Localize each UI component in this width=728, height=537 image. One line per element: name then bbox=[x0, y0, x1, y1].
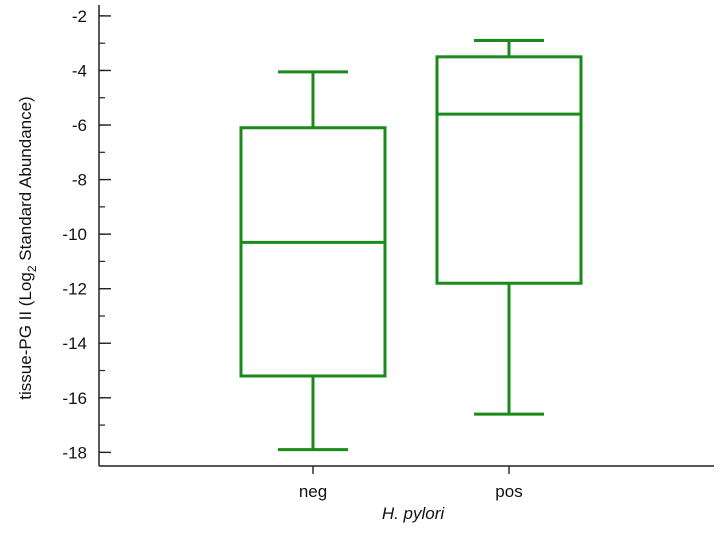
y-axis-title-suffix: Standard Abundance) bbox=[16, 96, 35, 265]
y-tick-label: -4 bbox=[72, 61, 87, 80]
y-tick-label: -8 bbox=[72, 171, 87, 190]
y-tick-label: -2 bbox=[72, 7, 87, 26]
y-tick-label: -12 bbox=[62, 280, 87, 299]
box-pos bbox=[435, 38, 583, 416]
axes: -2 -4 -6 -8 -10 -12 -14 -16 -18 neg pos bbox=[62, 5, 714, 501]
y-tick-label: -10 bbox=[62, 225, 87, 244]
iqr-box-pos bbox=[435, 55, 583, 285]
y-axis-title-prefix: tissue-PG II (Log bbox=[16, 272, 35, 400]
y-tick-label: -18 bbox=[62, 443, 87, 462]
x-axis-title: H. pylori bbox=[382, 504, 446, 523]
box-neg bbox=[239, 70, 387, 452]
y-tick-label: -14 bbox=[62, 334, 87, 353]
boxes bbox=[239, 38, 583, 452]
x-tick-label-pos: pos bbox=[495, 482, 522, 501]
iqr-box-neg bbox=[239, 126, 387, 378]
y-tick-label: -16 bbox=[62, 389, 87, 408]
y-axis-title-subscript: 2 bbox=[25, 265, 39, 272]
y-axis-title: tissue-PG II (Log2 Standard Abundance) bbox=[16, 96, 39, 399]
x-tick-label-neg: neg bbox=[299, 482, 327, 501]
y-tick-label: -6 bbox=[72, 116, 87, 135]
